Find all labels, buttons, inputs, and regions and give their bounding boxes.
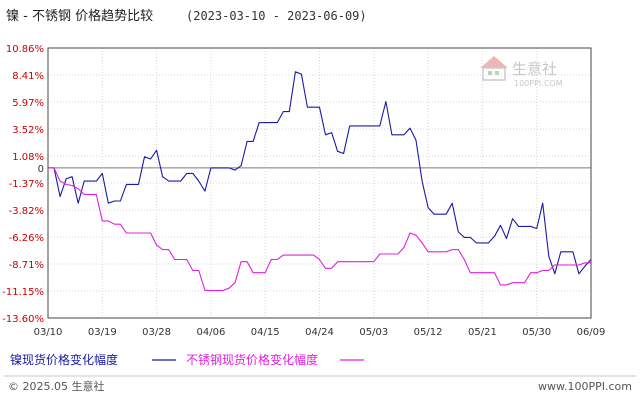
y-tick-label: 3.52% xyxy=(12,125,44,136)
chart-date-range: (2023-03-10 - 2023-06-09) xyxy=(186,9,367,23)
x-tick-label: 03/19 xyxy=(88,327,117,338)
y-tick-label: -3.82% xyxy=(9,206,44,217)
y-tick-label: -1.37% xyxy=(9,179,44,190)
series-line-stainless xyxy=(48,167,591,291)
y-tick-label: -6.26% xyxy=(9,233,44,244)
footer: © 2025.05 生意社 www.100PPI.com xyxy=(4,375,636,393)
y-tick-label: 5.97% xyxy=(12,98,44,109)
x-tick-label: 05/03 xyxy=(359,327,388,338)
x-tick-label: 06/09 xyxy=(577,327,606,338)
y-tick-label: 1.08% xyxy=(12,152,44,163)
series-line-nickel xyxy=(48,71,592,275)
y-tick-label: -8.71% xyxy=(9,260,44,271)
legend-label-nickel: 镍现货价格变化幅度 xyxy=(10,352,118,367)
y-axis: 10.86% 8.41% 5.97% 3.52% 1.08%0 -1.37% -3.82% -… xyxy=(2,44,44,325)
legend: 镍现货价格变化幅度 不锈钢现货价格变化幅度 xyxy=(10,352,364,367)
x-tick-label: 03/10 xyxy=(34,327,63,338)
legend-label-stainless: 不锈钢现货价格变化幅度 xyxy=(186,352,318,367)
y-tick-label: 8.41% xyxy=(12,71,44,82)
y-tick-label: 10.86% xyxy=(6,44,44,55)
x-tick-label: 04/06 xyxy=(196,327,225,338)
y-tick-label: -13.60% xyxy=(2,314,44,325)
footer-site-link[interactable]: www.100PPI.com xyxy=(538,380,632,393)
series-lines xyxy=(48,71,592,291)
x-tick-label: 05/30 xyxy=(522,327,551,338)
chart-title: 镍 - 不锈钢 价格趋势比较 xyxy=(6,8,153,24)
x-tick-label: 04/15 xyxy=(251,327,280,338)
x-axis: 03/10 03/19 03/28 04/06 04/15 04/24 05/03 05/12… xyxy=(34,327,606,338)
x-tick-label: 05/12 xyxy=(414,327,443,338)
footer-copyright: © 2025.05 生意社 xyxy=(8,379,104,393)
y-tick-label: -11.15% xyxy=(2,287,44,298)
house-logo-icon xyxy=(480,56,508,81)
x-tick-label: 05/21 xyxy=(468,327,497,338)
watermark-name: 生意社 xyxy=(512,60,557,78)
watermark-logo: 生意社 100PPI.COM xyxy=(480,56,563,88)
x-tick-label: 03/28 xyxy=(142,327,171,338)
y-tick-label: 0 xyxy=(38,164,44,175)
x-tick-label: 04/24 xyxy=(305,327,334,338)
plot-frame xyxy=(47,47,592,319)
watermark-url: 100PPI.COM xyxy=(514,79,563,88)
grid xyxy=(47,47,592,319)
